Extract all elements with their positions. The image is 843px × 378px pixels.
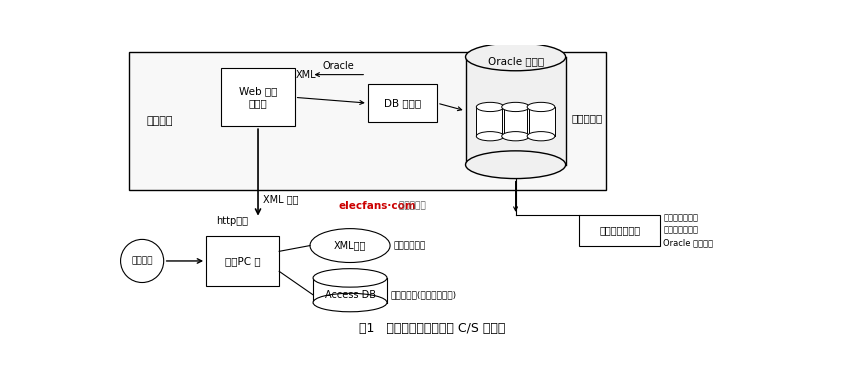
Polygon shape (527, 107, 555, 136)
Text: 服务平台: 服务平台 (147, 116, 173, 126)
Text: elecfans·com: elecfans·com (339, 200, 416, 211)
Text: 款式设计数据库: 款式设计数据库 (599, 225, 641, 235)
Ellipse shape (313, 293, 387, 312)
Text: DB 服务器: DB 服务器 (384, 98, 421, 108)
Text: Access DB: Access DB (325, 290, 375, 300)
Text: XML 格式: XML 格式 (263, 194, 298, 204)
Text: XML文件: XML文件 (334, 240, 366, 251)
Text: 款式部件矢量化
数据信息存放在
Oracle 数据库中: 款式部件矢量化 数据信息存放在 Oracle 数据库中 (663, 213, 713, 247)
Ellipse shape (527, 102, 555, 112)
Bar (129, 51, 606, 190)
Ellipse shape (310, 229, 390, 262)
Text: Web 应用
服务器: Web 应用 服务器 (239, 87, 277, 108)
Text: 客户PC 机: 客户PC 机 (225, 256, 260, 266)
Bar (368, 84, 437, 122)
Ellipse shape (527, 132, 555, 141)
Ellipse shape (465, 151, 566, 178)
Text: http方式: http方式 (216, 216, 248, 226)
Text: XML: XML (296, 70, 317, 80)
Text: 统一资源库: 统一资源库 (572, 113, 603, 123)
Ellipse shape (476, 132, 504, 141)
Text: Oracle: Oracle (323, 61, 355, 71)
Bar (222, 68, 294, 126)
Text: 图1   服装款式图设计系统 C/S 框架图: 图1 服装款式图设计系统 C/S 框架图 (359, 322, 505, 335)
Bar (206, 236, 279, 287)
Polygon shape (465, 57, 566, 165)
Text: 电子发烧友: 电子发烧友 (396, 201, 426, 210)
Ellipse shape (502, 102, 529, 112)
Bar (579, 215, 660, 246)
Polygon shape (502, 107, 529, 136)
Ellipse shape (313, 269, 387, 287)
Ellipse shape (476, 102, 504, 112)
Text: 暂存数据文件: 暂存数据文件 (394, 241, 427, 250)
Circle shape (121, 239, 164, 282)
Text: Oracle 数据库: Oracle 数据库 (487, 56, 544, 66)
Ellipse shape (465, 43, 566, 71)
Polygon shape (476, 107, 504, 136)
Polygon shape (313, 278, 387, 302)
Text: 本地数据库(存放设计结果): 本地数据库(存放设计结果) (391, 290, 457, 299)
Text: 设计软件: 设计软件 (132, 256, 153, 265)
Ellipse shape (502, 132, 529, 141)
